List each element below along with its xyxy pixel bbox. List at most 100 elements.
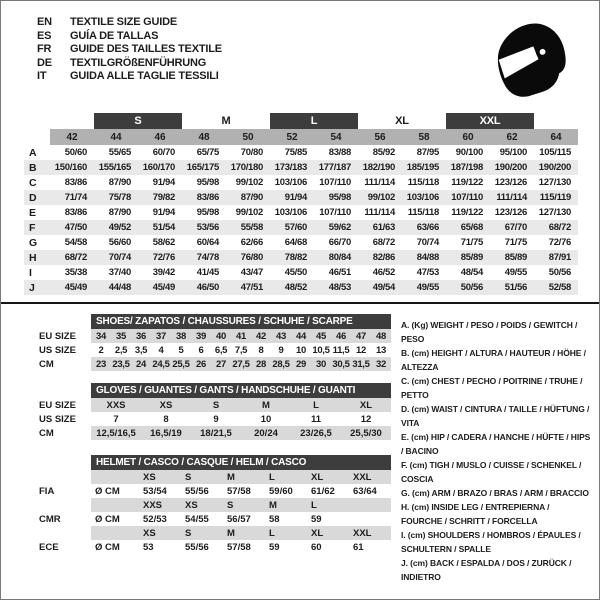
gloves-title-bar: GLOVES / GUANTES / GANTS / HANDSCHUHE / … <box>91 383 391 398</box>
measurement-value-cell: 65/75 <box>196 147 220 158</box>
measurement-value-cell: 61/63 <box>372 222 396 233</box>
legend-item: D. (cm) WAIST / CINTURA / TAILLE / HÜFTU… <box>401 404 590 428</box>
accessories-section: SHOES/ ZAPATOS / CHAUSSURES / SCHUHE / S… <box>1 314 599 584</box>
measurement-value-cell: 127/130 <box>538 177 572 188</box>
measurement-row: A 50/60 55/65 60/70 65/75 70/80 75/85 <box>24 145 578 160</box>
helmet-size-cell <box>91 526 139 540</box>
shoes-size-cell: 9 <box>278 344 284 356</box>
spacer-cell <box>534 113 578 129</box>
helmet-size-cell: M <box>223 470 265 484</box>
shoes-size-cell: 24 <box>131 357 151 371</box>
helmet-standard-label <box>27 526 91 540</box>
size-group-row: S M L XL XXL <box>24 113 578 129</box>
header: EN TEXTILE SIZE GUIDE ES GUÍA DE TALLAS … <box>1 1 599 113</box>
measurement-value-cell: 55/58 <box>240 222 264 233</box>
measurement-value-cell: 60/64 <box>196 237 220 248</box>
guide-title: TEXTILE SIZE GUIDE <box>70 16 178 28</box>
measurement-value-cell: 48/52 <box>284 282 308 293</box>
measurement-row: H 68/72 70/74 72/76 74/78 76/80 78/82 <box>24 250 578 265</box>
size-column-header: 42 <box>50 129 94 145</box>
measurement-row: C 83/86 87/90 91/94 95/98 99/102 103/106 <box>24 175 578 190</box>
helmet-size-cell: 54/55 <box>185 513 209 525</box>
measurement-value-cell: 64/68 <box>284 237 308 248</box>
measurement-value-cell: 52/58 <box>548 282 572 293</box>
measurement-value-cell: 99/102 <box>367 192 396 203</box>
helmet-size-cell: 61 <box>353 541 364 553</box>
measurement-value-cell: 182/190 <box>362 162 396 173</box>
measurement-value-cell: 80/84 <box>328 252 352 263</box>
measurement-value-cell: 70/74 <box>416 237 440 248</box>
measurement-value-cell: 84/88 <box>416 252 440 263</box>
gloves-size-cell: 8 <box>163 413 169 425</box>
measurement-value-cell: 103/106 <box>274 207 308 218</box>
helmet-size-cell: XXL <box>349 470 391 484</box>
shoes-size-cell: 23,5 <box>111 357 131 371</box>
measurement-value-cell: 71/75 <box>460 237 484 248</box>
helmet-row: XXS XS S M L <box>27 498 391 512</box>
gloves-size-cell: 7 <box>113 413 119 425</box>
gloves-size-cell: 18/21,5 <box>191 426 241 440</box>
size-column-header: 52 <box>270 129 314 145</box>
measurement-value-cell: 76/80 <box>240 252 264 263</box>
size-column-header: 60 <box>446 129 490 145</box>
measurement-key: C <box>29 176 37 189</box>
helmet-size-cell: 55/56 <box>185 485 209 497</box>
language-row: IT GUIDA ALLE TAGLIE TESSILI <box>37 70 222 84</box>
shoes-size-cell: 25,5 <box>171 357 191 371</box>
measurement-value-cell: 63/66 <box>416 222 440 233</box>
measurement-value-cell: 85/89 <box>504 252 528 263</box>
measurement-value-cell: 119/122 <box>451 177 483 188</box>
measurement-value-cell: 115/118 <box>407 177 440 188</box>
language-code: EN <box>37 16 52 28</box>
measurement-value-cell: 95/98 <box>196 177 220 188</box>
size-group-s: S <box>94 113 182 129</box>
shoes-size-cell: 41 <box>231 329 251 343</box>
shoes-size-cell: 28,5 <box>271 357 291 371</box>
measurement-value-cell: 91/94 <box>152 207 176 218</box>
measurement-key: H <box>29 251 37 264</box>
measurement-value-cell: 55/65 <box>108 147 132 158</box>
measurement-value-cell: 57/60 <box>284 222 308 233</box>
shoes-size-cell: 39 <box>191 329 211 343</box>
helmet-size-cell: 61/62 <box>311 485 335 497</box>
legend-item: I. (cm) SHOULDERS / HOMBROS / ÉPAULES / … <box>401 530 581 554</box>
shoes-size-cell: 6,5 <box>214 344 228 356</box>
language-row: EN TEXTILE SIZE GUIDE <box>37 16 222 30</box>
gloves-size-cell: 20/24 <box>241 426 291 440</box>
helmet-size-cell: 59/60 <box>269 485 293 497</box>
measurement-value-cell: 119/122 <box>451 207 483 218</box>
measurement-row: E 83/86 87/90 91/94 95/98 99/102 103/106 <box>24 205 578 220</box>
measurement-key: A <box>29 146 37 159</box>
guide-title: GUIDA ALLE TAGLIE TESSILI <box>70 70 219 82</box>
measurement-value-cell: 78/82 <box>284 252 308 263</box>
helmet-title-bar: HELMET / CASCO / CASQUE / HELM / CASCO <box>91 455 391 470</box>
shoes-size-cell: 30 <box>311 357 331 371</box>
measurement-value-cell: 45/50 <box>284 267 308 278</box>
garment-size-table: S M L XL XXL 42 44 46 48 50 <box>24 113 578 295</box>
shoes-size-cell: 45 <box>311 329 331 343</box>
measurement-value-cell: 68/72 <box>64 252 88 263</box>
measurement-value-cell: 49/55 <box>504 267 528 278</box>
measurement-value-cell: 87/90 <box>108 207 132 218</box>
shoes-size-cell: 2 <box>98 344 104 356</box>
shoes-size-cell: 2,5 <box>114 344 128 356</box>
shoes-row-label: EU SIZE <box>27 329 91 343</box>
measurement-legend: A. (Kg) WEIGHT / PESO / POIDS / GEWITCH … <box>393 314 599 584</box>
helmet-size-cell: 53/54 <box>143 485 167 497</box>
shoes-size-cell: 48 <box>371 329 391 343</box>
gloves-size-cell: 23/26,5 <box>291 426 341 440</box>
measurement-value-cell: 115/118 <box>407 207 440 218</box>
helmet-size-cell: XXS <box>139 498 181 512</box>
measurement-key: I <box>29 266 32 279</box>
measurement-value-cell: 165/175 <box>186 162 220 173</box>
helmet-size-table: HELMET / CASCO / CASQUE / HELM / CASCO X… <box>27 455 391 554</box>
measurement-value-cell: 44/48 <box>108 282 132 293</box>
measurement-row: J 45/49 44/48 45/49 46/50 47/51 48/52 <box>24 280 578 295</box>
spacer-cell <box>27 314 91 329</box>
section-divider <box>1 302 599 304</box>
spacer-cell <box>24 129 50 145</box>
helmet-size-cell <box>349 512 391 526</box>
gloves-size-cell: S <box>191 398 241 412</box>
helmet-standard-label <box>27 498 91 512</box>
legend-item: E. (cm) HIP / CADERA / HANCHE / HÜFTE / … <box>401 432 591 456</box>
